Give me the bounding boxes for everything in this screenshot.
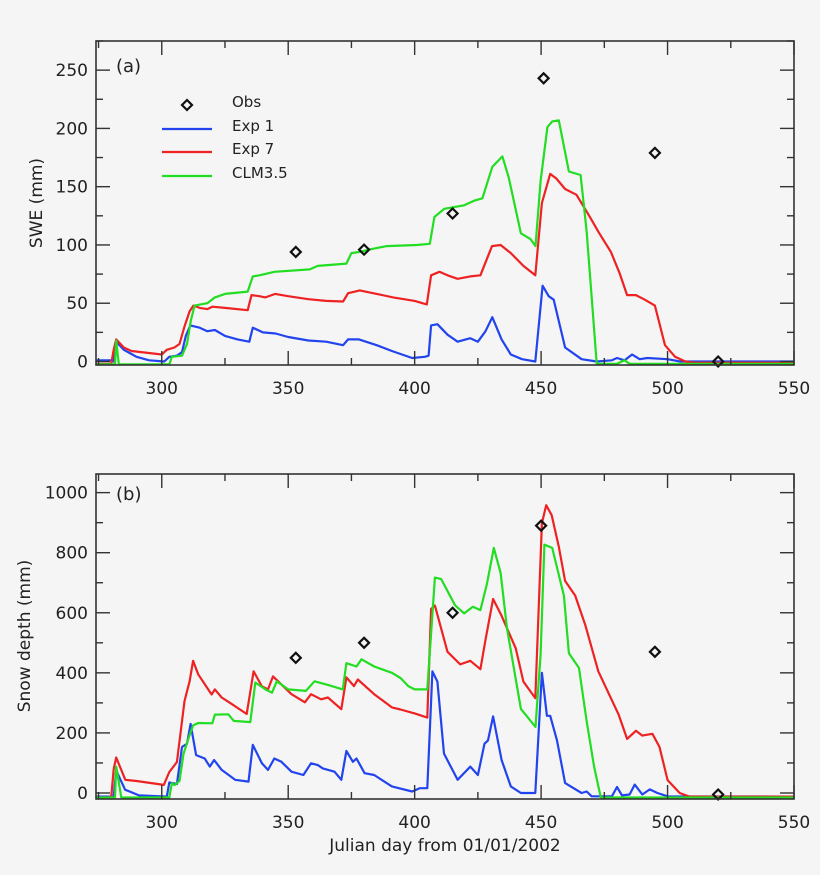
series-line-clm35 (96, 119, 794, 366)
x-tick-label: 300 (146, 813, 178, 833)
x-axis-label: Julian day from 01/01/2002 (328, 836, 560, 856)
x-tick-label: 400 (398, 813, 430, 833)
series-line-clm35 (96, 543, 794, 799)
series-line-exp7 (96, 172, 794, 365)
legend-obs-marker (180, 98, 194, 112)
y-tick-label: 200 (56, 119, 88, 139)
obs-point (289, 245, 303, 259)
x-tick-label: 350 (272, 813, 304, 833)
obs-point (357, 243, 371, 257)
obs-point (711, 354, 725, 369)
obs-point (648, 146, 662, 160)
panel-label-b: (b) (116, 484, 141, 505)
y-tick-label: 0 (77, 784, 88, 804)
obs-point (289, 651, 303, 665)
x-tick-label: 450 (525, 379, 557, 399)
y-tick-label: 600 (56, 604, 88, 624)
y-tick-label: 1000 (45, 484, 88, 504)
legend-clm35-label: CLM3.5 (232, 164, 288, 182)
series-line-exp7 (96, 504, 794, 799)
x-tick-label: 350 (272, 379, 304, 399)
y-tick-label: 100 (56, 236, 88, 256)
plot-frame (95, 40, 795, 366)
x-tick-label: 300 (146, 379, 178, 399)
y-tick-label: 800 (56, 544, 88, 564)
obs-point (446, 606, 460, 620)
x-tick-label: 450 (525, 813, 557, 833)
legend-exp7-label: Exp 7 (232, 140, 274, 158)
x-tick-label: 550 (778, 813, 810, 833)
obs-point (537, 71, 551, 85)
y-tick-label: 200 (56, 724, 88, 744)
x-tick-label: 550 (778, 379, 810, 399)
series-line-exp1 (96, 284, 794, 363)
legend: Obs Exp 1 Exp 7 CLM3.5 (162, 93, 288, 182)
y-tick-label: 50 (66, 294, 88, 314)
series-line-exp1 (96, 670, 795, 798)
legend-obs-label: Obs (232, 93, 261, 111)
obs-point (534, 519, 548, 533)
legend-exp1-label: Exp 1 (232, 117, 274, 135)
y-tick-label: 150 (56, 178, 88, 198)
panel-b-snow-depth: 300 350 400 450 500 550 0 200 400 600 800 1000 (45, 473, 810, 833)
y-axis-label-b: Snow depth (mm) (15, 560, 35, 713)
obs-point (357, 636, 371, 650)
plot-frame (95, 473, 795, 800)
obs-point (648, 645, 662, 659)
y-tick-label: 0 (77, 353, 88, 373)
x-tick-label: 500 (651, 813, 683, 833)
panel-a-swe: 300 350 400 450 500 550 0 50 100 150 200 250 (56, 40, 810, 399)
x-tick-label: 500 (651, 379, 683, 399)
obs-point (446, 206, 460, 221)
panel-label-a: (a) (116, 56, 141, 77)
x-tick-label: 400 (398, 379, 430, 399)
y-axis-label-a: SWE (mm) (27, 158, 47, 248)
y-tick-label: 400 (56, 664, 88, 684)
y-tick-label: 250 (56, 61, 88, 81)
